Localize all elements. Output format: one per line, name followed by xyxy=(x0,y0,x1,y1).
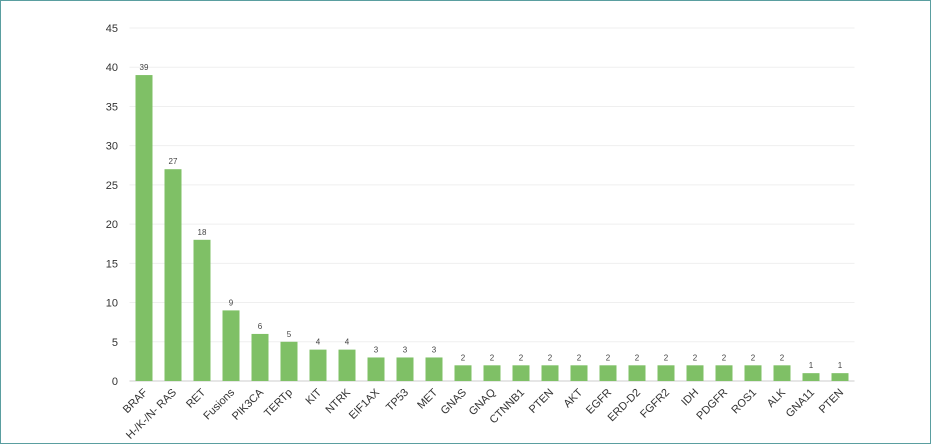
value-label: 6 xyxy=(258,322,263,331)
y-tick-label: 0 xyxy=(112,376,118,388)
bar xyxy=(628,365,646,381)
y-tick-label: 5 xyxy=(112,337,118,349)
value-label: 1 xyxy=(838,361,843,370)
bar xyxy=(280,341,298,381)
bar xyxy=(802,373,820,381)
value-label: 2 xyxy=(751,353,756,362)
bar xyxy=(686,365,704,381)
value-label: 2 xyxy=(722,353,727,362)
bar xyxy=(512,365,530,381)
bar xyxy=(570,365,588,381)
y-tick-label: 20 xyxy=(106,219,118,231)
y-tick-label: 25 xyxy=(106,180,118,192)
bar xyxy=(338,349,356,381)
value-label: 18 xyxy=(198,228,207,237)
bar xyxy=(193,239,211,381)
bar xyxy=(657,365,675,381)
bar xyxy=(831,373,849,381)
y-tick-label: 35 xyxy=(106,101,118,113)
bar xyxy=(454,365,472,381)
value-label: 2 xyxy=(780,353,785,362)
value-label: 4 xyxy=(345,338,350,347)
value-label: 4 xyxy=(316,338,321,347)
bar xyxy=(309,349,327,381)
bar xyxy=(599,365,617,381)
value-label: 2 xyxy=(519,353,524,362)
bar xyxy=(773,365,791,381)
bar xyxy=(135,75,153,382)
bar xyxy=(222,310,240,381)
value-label: 2 xyxy=(548,353,553,362)
y-tick-label: 10 xyxy=(106,298,118,310)
value-label: 2 xyxy=(577,353,582,362)
bar xyxy=(541,365,559,381)
value-label: 2 xyxy=(490,353,495,362)
value-label: 2 xyxy=(664,353,669,362)
value-label: 2 xyxy=(635,353,640,362)
bar xyxy=(483,365,501,381)
value-label: 9 xyxy=(229,298,234,307)
bar xyxy=(164,169,182,381)
y-tick-label: 40 xyxy=(106,62,118,74)
value-label: 27 xyxy=(169,157,178,166)
bar xyxy=(744,365,762,381)
bar xyxy=(367,357,385,381)
bar xyxy=(251,333,269,381)
y-tick-label: 15 xyxy=(106,258,118,270)
bar xyxy=(715,365,733,381)
value-label: 3 xyxy=(403,345,408,354)
value-label: 3 xyxy=(374,345,379,354)
value-label: 5 xyxy=(287,330,292,339)
y-tick-label: 30 xyxy=(106,141,118,153)
bar xyxy=(396,357,414,381)
bar xyxy=(425,357,443,381)
y-tick-label: 45 xyxy=(106,23,118,35)
value-label: 3 xyxy=(432,345,437,354)
value-label: 2 xyxy=(606,353,611,362)
value-label: 39 xyxy=(140,63,149,72)
value-label: 2 xyxy=(693,353,698,362)
value-label: 2 xyxy=(461,353,466,362)
value-label: 1 xyxy=(809,361,814,370)
